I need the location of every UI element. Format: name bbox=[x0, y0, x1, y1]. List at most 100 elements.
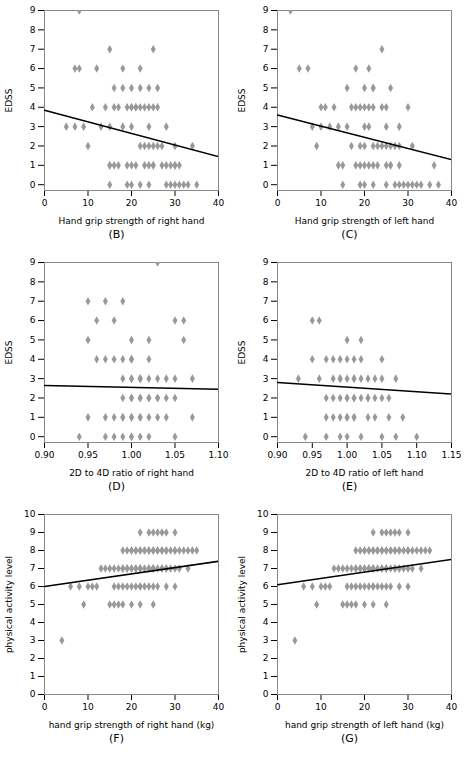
svg-text:20: 20 bbox=[358, 702, 370, 712]
svg-text:0: 0 bbox=[274, 702, 280, 712]
svg-text:7: 7 bbox=[262, 296, 268, 306]
svg-text:8: 8 bbox=[29, 25, 35, 35]
svg-text:hand grip strength of right ha: hand grip strength of right hand (kg) bbox=[48, 720, 214, 730]
svg-text:40: 40 bbox=[445, 198, 457, 208]
svg-text:2D to 4D ratio of left hand: 2D to 4D ratio of left hand bbox=[305, 468, 423, 478]
svg-text:0.90: 0.90 bbox=[267, 450, 287, 460]
svg-text:1.15: 1.15 bbox=[441, 450, 461, 460]
svg-text:9: 9 bbox=[29, 257, 35, 267]
svg-text:2: 2 bbox=[29, 141, 35, 151]
svg-text:10: 10 bbox=[315, 198, 327, 208]
svg-text:10: 10 bbox=[82, 198, 94, 208]
svg-text:7: 7 bbox=[262, 563, 268, 573]
svg-text:6: 6 bbox=[262, 63, 268, 73]
svg-text:1: 1 bbox=[29, 160, 35, 170]
svg-text:1.05: 1.05 bbox=[371, 450, 391, 460]
svg-text:10: 10 bbox=[82, 702, 94, 712]
svg-text:6: 6 bbox=[262, 581, 268, 591]
svg-text:0.90: 0.90 bbox=[34, 450, 54, 460]
svg-text:1.10: 1.10 bbox=[406, 450, 426, 460]
svg-text:0: 0 bbox=[29, 180, 35, 190]
svg-text:9: 9 bbox=[262, 5, 268, 15]
svg-text:1.00: 1.00 bbox=[337, 450, 357, 460]
svg-text:hand grip strength of left han: hand grip strength of left hand (kg) bbox=[284, 720, 443, 730]
svg-text:0: 0 bbox=[41, 702, 47, 712]
svg-text:40: 40 bbox=[212, 198, 224, 208]
svg-text:physical activity level: physical activity level bbox=[3, 556, 13, 653]
svg-text:3: 3 bbox=[262, 374, 268, 384]
svg-text:3: 3 bbox=[29, 374, 35, 384]
svg-text:9: 9 bbox=[262, 257, 268, 267]
svg-text:4: 4 bbox=[262, 354, 268, 364]
svg-text:6: 6 bbox=[29, 63, 35, 73]
svg-text:EDSS: EDSS bbox=[3, 88, 13, 112]
svg-text:40: 40 bbox=[445, 702, 457, 712]
svg-text:2: 2 bbox=[262, 653, 268, 663]
svg-text:3: 3 bbox=[262, 122, 268, 132]
svg-text:1.10: 1.10 bbox=[208, 450, 228, 460]
svg-text:5: 5 bbox=[29, 83, 35, 93]
svg-text:5: 5 bbox=[262, 83, 268, 93]
svg-text:0.95: 0.95 bbox=[77, 450, 97, 460]
svg-text:6: 6 bbox=[29, 581, 35, 591]
svg-text:9: 9 bbox=[29, 527, 35, 537]
svg-text:8: 8 bbox=[262, 545, 268, 555]
svg-text:0: 0 bbox=[29, 689, 35, 699]
svg-text:3: 3 bbox=[29, 122, 35, 132]
svg-text:2: 2 bbox=[29, 393, 35, 403]
svg-text:20: 20 bbox=[125, 198, 137, 208]
svg-text:8: 8 bbox=[29, 545, 35, 555]
svg-text:20: 20 bbox=[358, 198, 370, 208]
svg-text:30: 30 bbox=[169, 198, 181, 208]
svg-text:6: 6 bbox=[262, 315, 268, 325]
svg-text:3: 3 bbox=[262, 635, 268, 645]
svg-text:4: 4 bbox=[262, 617, 268, 627]
svg-text:0: 0 bbox=[274, 198, 280, 208]
svg-text:2: 2 bbox=[262, 393, 268, 403]
svg-text:0: 0 bbox=[262, 180, 268, 190]
svg-text:EDSS: EDSS bbox=[236, 340, 246, 364]
svg-text:5: 5 bbox=[29, 335, 35, 345]
svg-text:9: 9 bbox=[29, 5, 35, 15]
svg-text:0: 0 bbox=[262, 689, 268, 699]
svg-text:2: 2 bbox=[262, 141, 268, 151]
svg-text:7: 7 bbox=[29, 44, 35, 54]
svg-text:2D to 4D ratio of right hand: 2D to 4D ratio of right hand bbox=[69, 468, 194, 478]
svg-text:4: 4 bbox=[29, 354, 35, 364]
svg-text:4: 4 bbox=[29, 102, 35, 112]
svg-text:0.95: 0.95 bbox=[302, 450, 322, 460]
svg-text:1.05: 1.05 bbox=[164, 450, 184, 460]
svg-text:7: 7 bbox=[29, 563, 35, 573]
svg-text:40: 40 bbox=[212, 702, 224, 712]
svg-text:10: 10 bbox=[315, 702, 327, 712]
svg-text:Hand grip strength of left han: Hand grip strength of left hand bbox=[294, 216, 433, 226]
svg-text:1: 1 bbox=[262, 671, 268, 681]
svg-text:1: 1 bbox=[262, 412, 268, 422]
svg-text:6: 6 bbox=[29, 315, 35, 325]
svg-text:10: 10 bbox=[24, 509, 36, 519]
svg-text:4: 4 bbox=[29, 617, 35, 627]
svg-text:20: 20 bbox=[125, 702, 137, 712]
svg-text:0: 0 bbox=[29, 432, 35, 442]
svg-text:EDSS: EDSS bbox=[3, 340, 13, 364]
svg-text:Hand grip strength of right ha: Hand grip strength of right hand bbox=[58, 216, 204, 226]
svg-text:physical activity level: physical activity level bbox=[236, 556, 246, 653]
svg-text:EDSS: EDSS bbox=[236, 88, 246, 112]
svg-text:30: 30 bbox=[402, 198, 414, 208]
svg-text:4: 4 bbox=[262, 102, 268, 112]
svg-text:10: 10 bbox=[257, 509, 269, 519]
svg-text:8: 8 bbox=[262, 277, 268, 287]
svg-text:1: 1 bbox=[262, 160, 268, 170]
svg-text:7: 7 bbox=[262, 44, 268, 54]
svg-text:9: 9 bbox=[262, 527, 268, 537]
svg-text:30: 30 bbox=[402, 702, 414, 712]
svg-text:1: 1 bbox=[29, 412, 35, 422]
svg-text:2: 2 bbox=[29, 653, 35, 663]
svg-text:1: 1 bbox=[29, 671, 35, 681]
svg-text:8: 8 bbox=[29, 277, 35, 287]
svg-text:8: 8 bbox=[262, 25, 268, 35]
svg-text:5: 5 bbox=[262, 599, 268, 609]
svg-text:0: 0 bbox=[262, 432, 268, 442]
svg-text:5: 5 bbox=[262, 335, 268, 345]
svg-text:3: 3 bbox=[29, 635, 35, 645]
